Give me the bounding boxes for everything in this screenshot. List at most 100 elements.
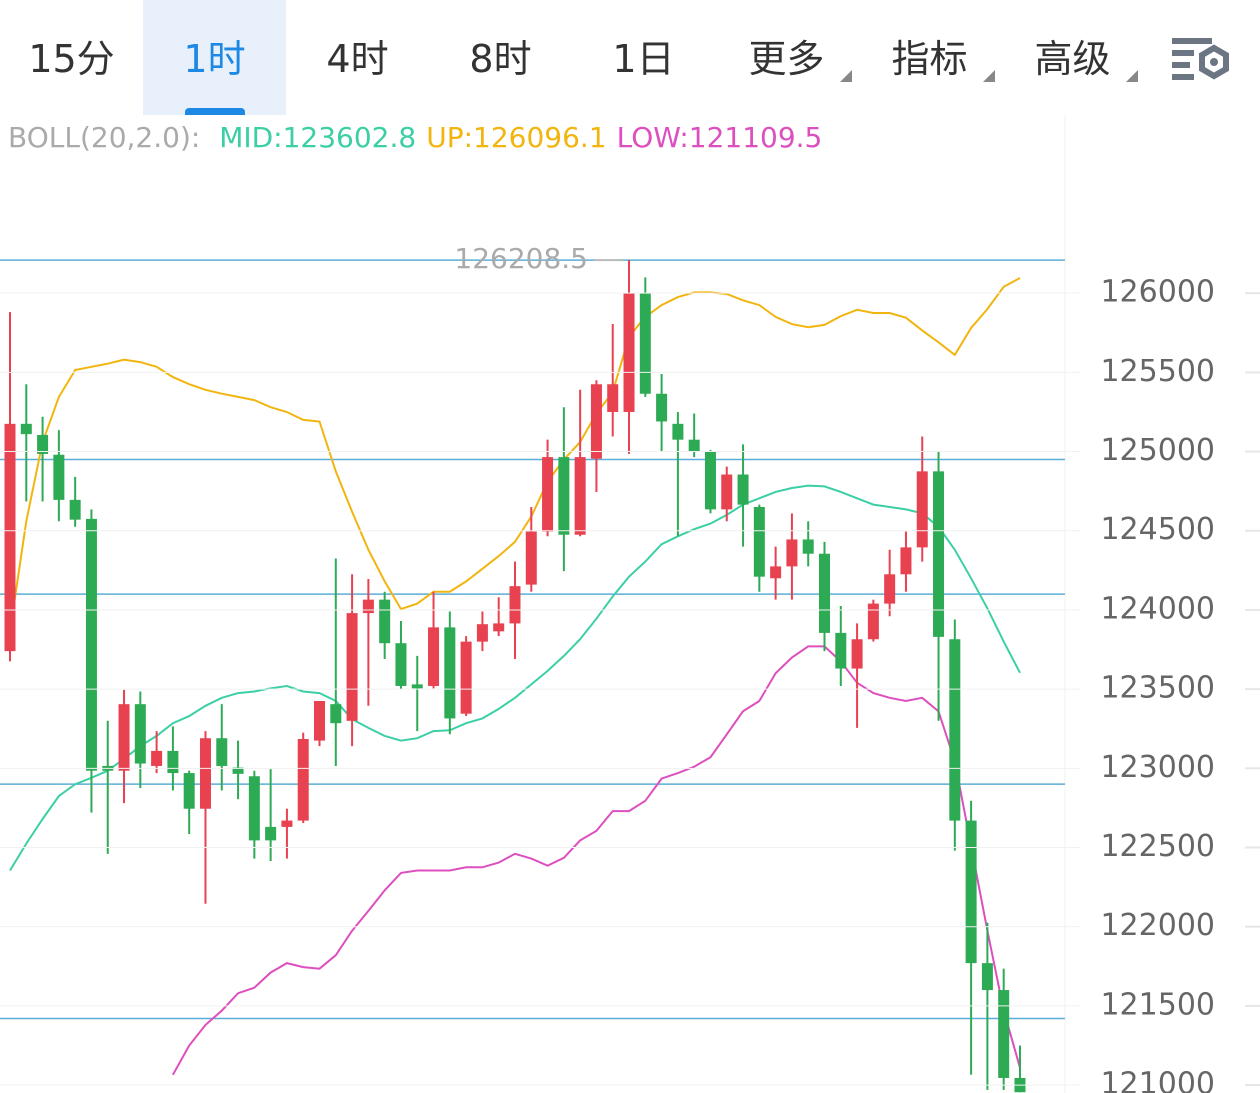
- candle-body: [460, 641, 472, 714]
- tab[interactable]: 更多: [748, 37, 825, 81]
- icon-bar: [1172, 74, 1194, 80]
- icon-hex: [1199, 44, 1229, 80]
- icon-bar: [1172, 62, 1190, 68]
- candle-body: [574, 457, 586, 535]
- y-tick-label: 122500: [1100, 829, 1215, 864]
- candle-body: [998, 990, 1010, 1078]
- candle-body: [232, 767, 244, 774]
- legend-entry: UP:126096.1: [426, 121, 607, 154]
- candle-body: [216, 738, 228, 766]
- candle-body: [248, 776, 260, 841]
- y-tick-label: 125000: [1100, 433, 1215, 468]
- candle-body: [346, 613, 358, 721]
- candle-body: [721, 474, 733, 510]
- candle-body: [395, 643, 407, 686]
- candle-body: [737, 474, 749, 505]
- legend: BOLL(20,2.0): MID:123602.8 UP:126096.1 LOW…: [8, 118, 822, 158]
- y-tick-label: 124000: [1100, 591, 1215, 626]
- indicator-label: BOLL(20,2.0):: [8, 121, 201, 154]
- y-tick-label: 122000: [1100, 908, 1215, 943]
- candle-body: [933, 471, 945, 637]
- settings-icon[interactable]: [1172, 38, 1229, 80]
- icon-bar: [1172, 50, 1194, 56]
- y-tick-label: 123500: [1100, 671, 1215, 706]
- candle-body: [688, 439, 700, 452]
- y-tick-label: 126000: [1100, 275, 1215, 310]
- candle-body: [199, 738, 211, 809]
- legend-entry: LOW:121109.5: [616, 121, 823, 154]
- candle-body: [37, 434, 49, 454]
- candle-body: [330, 704, 342, 724]
- max-label: 126208.5: [454, 242, 588, 275]
- candle-body: [476, 624, 488, 642]
- legend-entry: MID:123602.8: [219, 121, 417, 154]
- candle-body: [183, 773, 195, 809]
- tab[interactable]: 15分: [28, 37, 115, 81]
- dropdown-arrow: [983, 70, 995, 82]
- candle-body: [281, 820, 293, 827]
- candle-body: [428, 627, 440, 686]
- tab-bar: 15分 1时 4时 8时 1日 更多 指标 高级: [0, 0, 1260, 115]
- candle-body: [656, 393, 668, 422]
- tab[interactable]: 高级: [1034, 37, 1111, 81]
- candle-body: [965, 820, 977, 964]
- y-tick-label: 125500: [1100, 354, 1215, 389]
- candle-body: [639, 293, 651, 394]
- candle-body: [525, 531, 537, 585]
- band-line: [9, 277, 1021, 632]
- candle-body: [786, 539, 798, 567]
- candle-body: [753, 506, 765, 577]
- candle-body: [851, 639, 863, 669]
- candle-body: [444, 627, 456, 719]
- candle-body: [69, 499, 81, 520]
- candle-body: [900, 547, 912, 575]
- candle-body: [867, 603, 879, 640]
- candle-body: [607, 384, 619, 412]
- candle-body: [4, 423, 16, 652]
- candle-body: [590, 384, 602, 459]
- plot: [0, 259, 1065, 1093]
- candle-body: [53, 454, 65, 500]
- tab[interactable]: 8时: [469, 37, 532, 81]
- icon-bar: [1172, 38, 1212, 44]
- candle-body: [704, 451, 716, 510]
- candle-body: [509, 586, 521, 624]
- candle-body: [85, 518, 97, 771]
- candle-body: [802, 539, 814, 554]
- candle-body: [265, 826, 277, 841]
- candle-body: [672, 423, 684, 440]
- y-tick-label: 124500: [1100, 512, 1215, 547]
- tab[interactable]: 4时: [326, 37, 389, 81]
- y-tick-label: 123000: [1100, 750, 1215, 785]
- dropdown-arrow: [840, 70, 852, 82]
- tab[interactable]: 1日: [612, 37, 675, 81]
- band-line: [9, 484, 1021, 872]
- candle-body: [949, 639, 961, 821]
- candle-body: [884, 574, 896, 604]
- candle-body: [981, 963, 993, 991]
- candle-body: [411, 684, 423, 689]
- candle-body: [118, 704, 130, 771]
- candle-body: [297, 739, 309, 821]
- candle-body: [493, 623, 505, 632]
- candle-body: [314, 701, 326, 741]
- y-tick-label: 121000: [1100, 1067, 1215, 1093]
- band-line: [172, 645, 1021, 1076]
- candle-body: [379, 599, 391, 644]
- candle-body: [819, 553, 830, 633]
- y-tick-label: 121500: [1100, 987, 1215, 1022]
- candle-body: [623, 293, 635, 412]
- dropdown-arrow: [1126, 70, 1138, 82]
- candle-body: [542, 457, 554, 532]
- candle-body: [151, 750, 163, 766]
- candle-body: [134, 704, 146, 764]
- tab[interactable]: 1时: [143, 0, 286, 115]
- candle-body: [770, 566, 782, 579]
- candle-body: [20, 423, 32, 435]
- candle-body: [167, 750, 179, 774]
- candle-body: [835, 632, 847, 669]
- icon-dot: [1210, 58, 1218, 66]
- tab[interactable]: 指标: [891, 37, 968, 81]
